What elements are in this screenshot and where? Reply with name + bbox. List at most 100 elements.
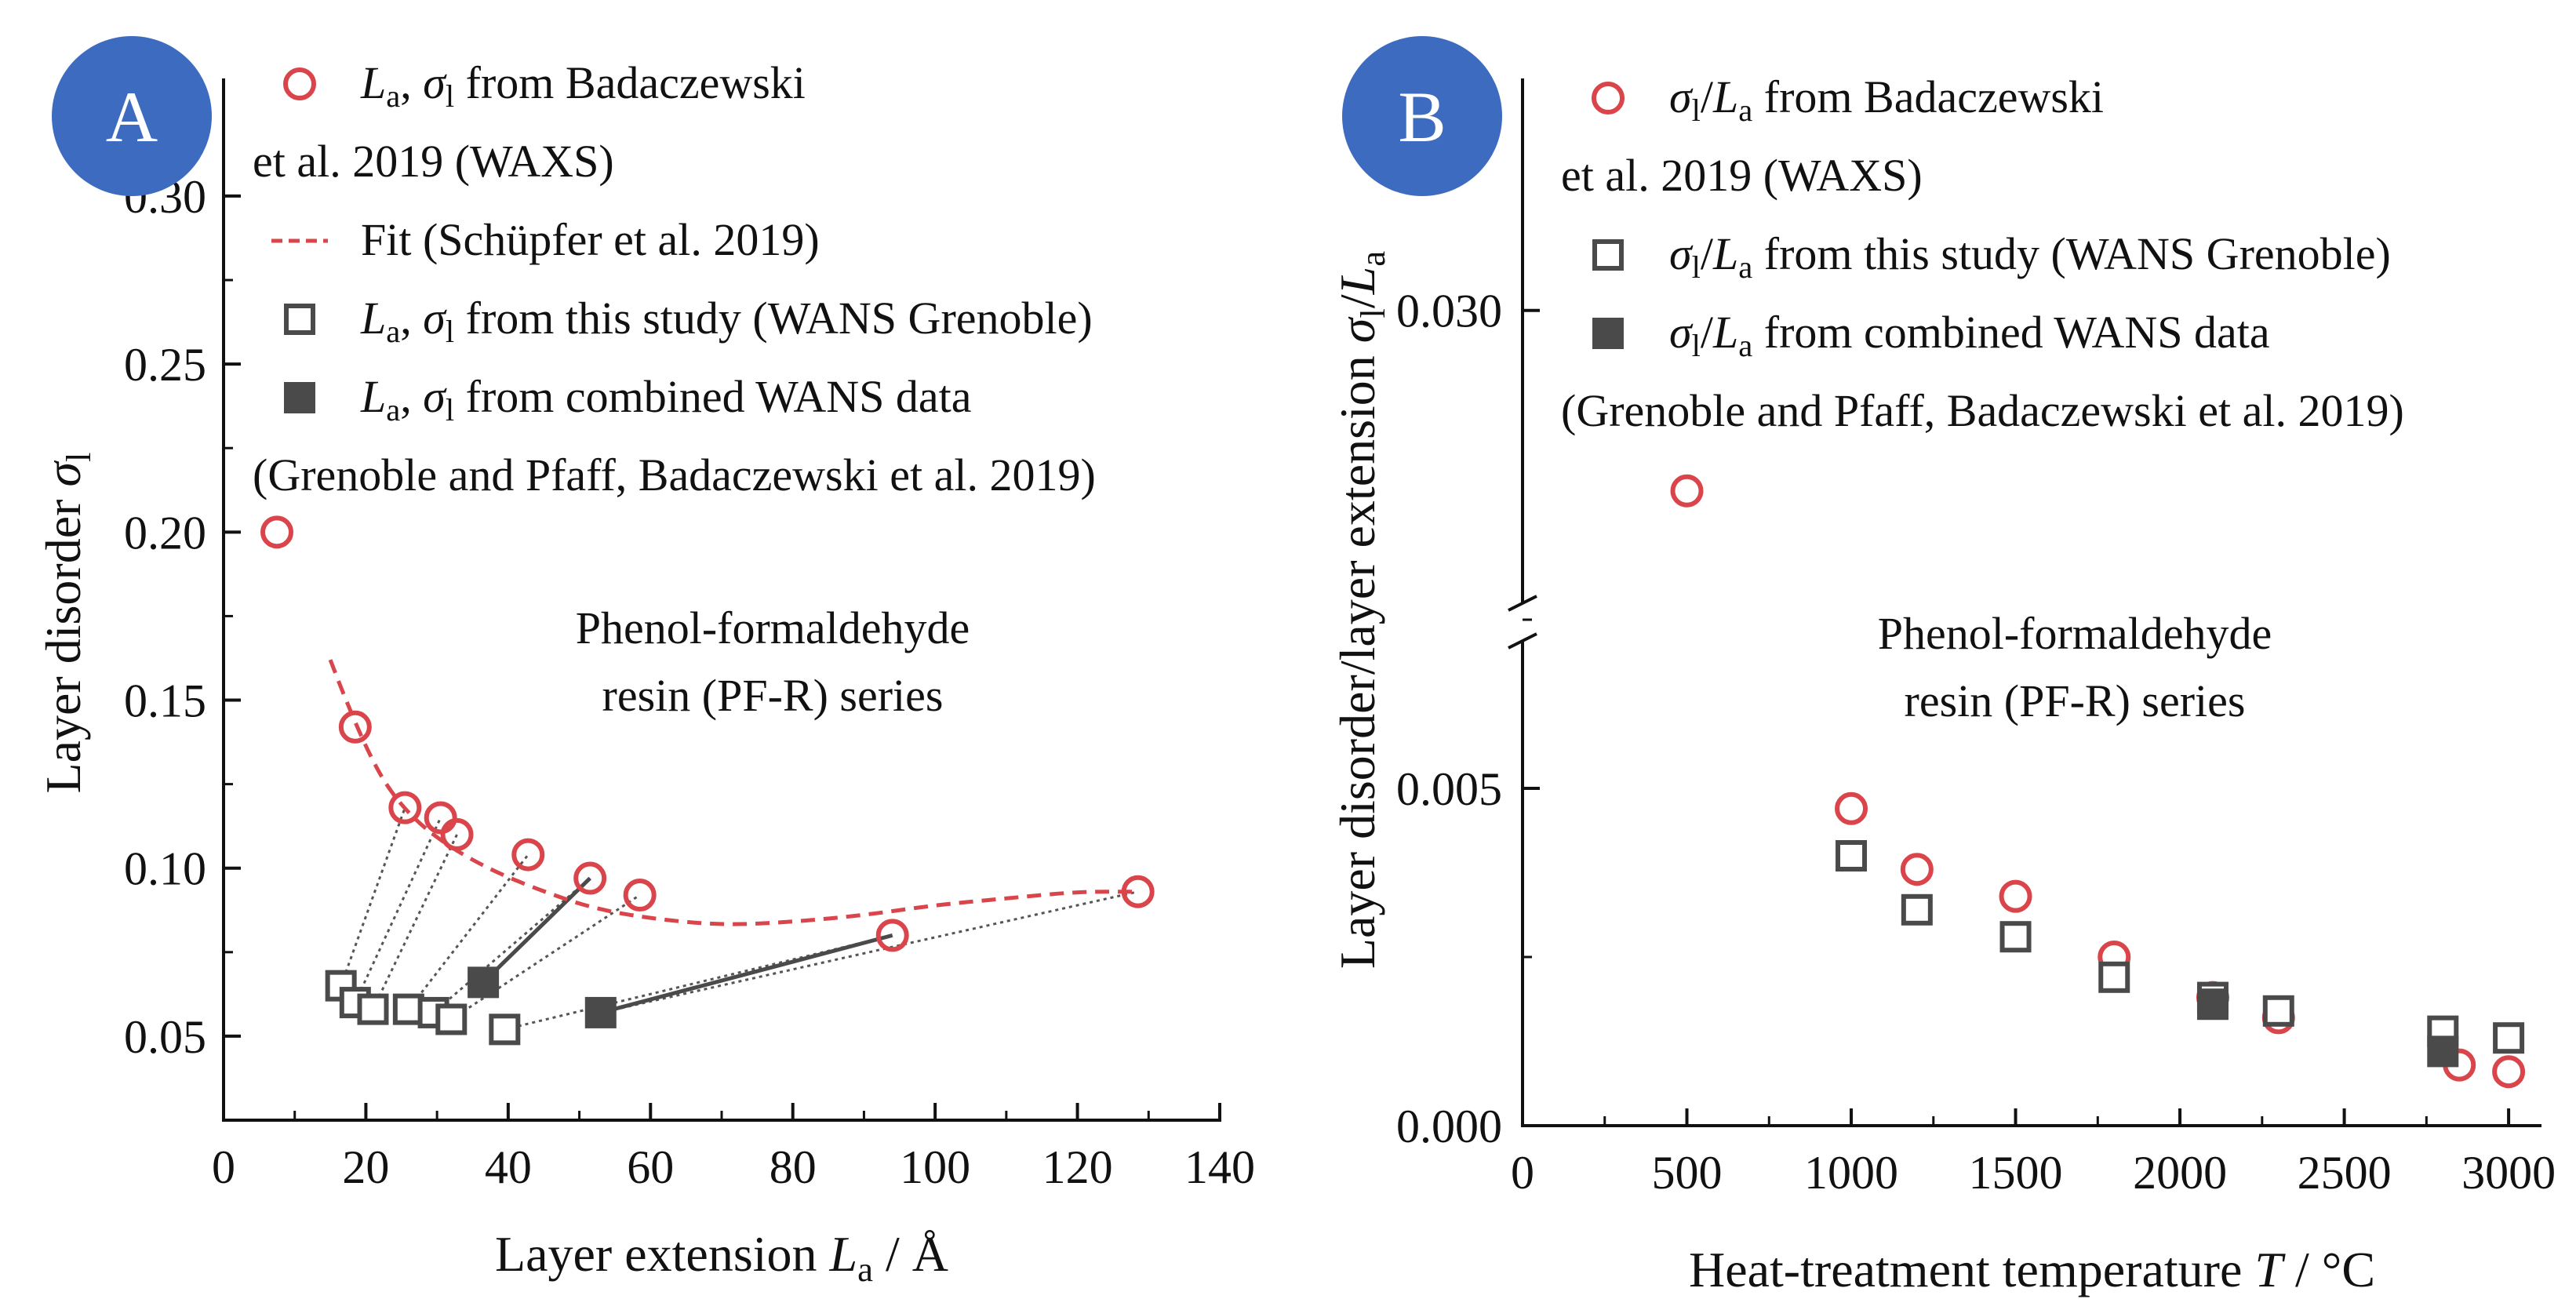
panel-a-y-label-text: Layer disorder <box>35 487 91 794</box>
panel-a-legend-text-0-0-0: L <box>360 57 386 108</box>
panel-a-legend-entry-0-line-1: et al. 2019 (WAXS) <box>253 136 614 187</box>
panel-a-x-tick-label: 120 <box>1042 1141 1113 1193</box>
panel-a-legend-marker-square-open <box>284 304 315 335</box>
panel-b-point-square-filled <box>2196 988 2229 1021</box>
panel-b-point-circle <box>1835 791 1868 825</box>
panel-b-y-tick-label: 0.005 <box>1396 763 1502 815</box>
panel-b-legend-text-1-0-5: from this study (WANS Grenoble) <box>1752 228 2391 279</box>
panel-a-x-label: Layer extension La / Å <box>495 1226 948 1289</box>
panel-b-point-square-filled <box>2427 1035 2459 1068</box>
panel-a-legend-text-0-1-0: et al. 2019 (WAXS) <box>253 136 614 187</box>
panel-a-x-tick-label: 60 <box>627 1141 674 1193</box>
panel-a-legend-text-0-0-3: σ <box>423 57 447 108</box>
panel-a-legend-entry-3-line-1: (Grenoble and Pfaff, Badaczewski et al. … <box>253 449 1096 500</box>
panel-a-chart: 0 20 40 60 80 100 120 1400.050.100.150.200.250.… <box>35 36 1255 1289</box>
panel-b-legend-text-0-0-1: l <box>1692 93 1701 128</box>
panel-a-legend-text-3-0-1: a <box>386 392 400 428</box>
panel-a-x-tick-label: 80 <box>770 1141 817 1193</box>
panel-b-x-tick-label: 3000 <box>2461 1147 2556 1199</box>
panel-b-legend-text-2-0-4: a <box>1738 328 1752 363</box>
panel-a-connector-line <box>432 877 591 1014</box>
panel-b-legend-text-0-0-0: σ <box>1669 71 1694 122</box>
panel-b-break-mark <box>1508 632 1537 650</box>
panel-b-legend-text-1-0-0: σ <box>1669 228 1694 279</box>
panel-b-chart: 0 500 1000 1500 2000 2500 30000.0000.0050.030 … <box>1330 36 2556 1297</box>
panel-a-legend-text-2-0-3: σ <box>423 293 447 344</box>
panel-a-legend-text-2-0-2: , <box>400 293 423 344</box>
panel-a-connector-line <box>340 807 406 987</box>
panel-a-x-tick-label: 40 <box>485 1141 532 1193</box>
panel-a-point-circle <box>260 515 294 549</box>
panel-a-legend-entry-3-line-0: La, σl from combined WANS data <box>360 371 972 428</box>
panel-a-point-circle <box>440 817 474 851</box>
panel-a-x-label-unit: / Å <box>873 1226 948 1282</box>
panel-b-legend-entry-0-line-0: σl/La from Badaczewski <box>1669 71 2104 128</box>
panel-a-point-circle <box>424 801 457 835</box>
panel-b-legend-text-1-0-3: L <box>1712 228 1738 279</box>
panel-b-x-label-unit: / °C <box>2283 1242 2375 1297</box>
panel-b-x-tick-label: 0 <box>1511 1147 1534 1199</box>
panel-a-legend-marker-square-filled <box>284 382 315 413</box>
panel-a-point-square-open <box>357 993 389 1025</box>
panel-b-annotation: Phenol-formaldehyde resin (PF-R) series <box>1878 608 2272 726</box>
panel-b-legend-text-2-1-0: (Grenoble and Pfaff, Badaczewski et al. … <box>1561 385 2404 436</box>
panel-a-badge-letter: A <box>106 77 158 157</box>
panel-b-legend-text-2-0-2: / <box>1701 307 1714 358</box>
panel-b-legend-text-0-0-5: from Badaczewski <box>1752 71 2104 122</box>
panel-a-x-tick-label: 100 <box>900 1141 970 1193</box>
panel-b-y-tick-label: 0.000 <box>1396 1101 1502 1152</box>
panel-b-legend-text-0-0-4: a <box>1738 93 1752 128</box>
panel-a-legend-text-1-0-0: Fit (Schüpfer et al. 2019) <box>361 214 820 265</box>
panel-b-legend-entry-2-line-0: σl/La from combined WANS data <box>1669 307 2270 363</box>
panel-a-legend-text-0-0-5: from Badaczewski <box>454 57 806 108</box>
panel-b-legend-marker-circle <box>1592 82 1625 115</box>
panel-a-legend-text-3-1-0: (Grenoble and Pfaff, Badaczewski et al. … <box>253 449 1096 500</box>
panel-a-y-tick-label: 0.20 <box>124 507 206 559</box>
panel-b-x-tick-label: 1500 <box>1969 1147 2063 1199</box>
panel-b-y-label-text: Layer disorder/layer extension <box>1330 343 1385 969</box>
panel-a-y-label-subscript: l <box>59 453 98 462</box>
panel-b-point-circle <box>1900 853 1934 886</box>
panel-a-legend-entry-2-line-0: La, σl from this study (WANS Grenoble) <box>360 293 1093 349</box>
panel-b-point-square-open <box>1999 921 2032 953</box>
panel-b-point-square-open <box>1901 893 1933 926</box>
panel-a-legend-entry-1-line-0: Fit (Schüpfer et al. 2019) <box>361 214 820 265</box>
panel-a-connector-line <box>407 853 529 1010</box>
panel-a-legend-text-3-0-2: , <box>400 371 423 422</box>
panel-b-legend-text-0-0-3: L <box>1712 71 1738 122</box>
panel-a-x-label-subscript: a <box>857 1250 873 1289</box>
panel-b-legend-text-2-0-1: l <box>1692 328 1701 363</box>
panel-a-x-tick-label: 20 <box>342 1141 389 1193</box>
panel-b-markers <box>1670 474 2526 1089</box>
panel-b-axis-break <box>1508 595 1537 650</box>
panel-b-legend-text-2-0-3: L <box>1712 307 1738 358</box>
panel-a-point-circle <box>1121 875 1155 908</box>
panel-b-y-label-subscript-2: a <box>1353 251 1392 267</box>
panel-b-x-tick-label: 1000 <box>1804 1147 1898 1199</box>
panel-b-point-circle <box>1670 474 1704 508</box>
panel-a-y-tick-label: 0.15 <box>124 675 206 727</box>
panel-b-legend-entry-2-line-1: (Grenoble and Pfaff, Badaczewski et al. … <box>1561 385 2404 436</box>
panel-a-connectors <box>340 807 1139 1031</box>
panel-a-connector-line <box>450 893 641 1021</box>
panel-a-combined-link <box>600 933 893 1015</box>
panel-b-annotation-line: Phenol-formaldehyde <box>1878 608 2272 659</box>
panel-a-point-square-filled <box>468 966 500 999</box>
panel-a-legend-text-3-0-0: L <box>360 371 386 422</box>
panel-a-legend-text-0-0-4: l <box>446 78 454 114</box>
panel-a-legend-text-3-0-4: l <box>446 392 454 428</box>
panel-b-x-tick-label: 2000 <box>2133 1147 2227 1199</box>
panel-a-point-square-open <box>489 1013 521 1046</box>
panel-b-ticks: 0 500 1000 1500 2000 2500 3000 0.000 0.005 0.030 <box>1396 286 2556 1199</box>
panel-b-break-mark <box>1508 595 1537 612</box>
panel-a-legend-entry-0-line-0: La, σl from Badaczewski <box>360 57 806 114</box>
panel-a-point-circle <box>875 919 909 952</box>
panel-b-y-label-symbol: σ <box>1330 316 1385 343</box>
panel-b-y-label: Layer disorder/layer extension σl/La <box>1330 251 1392 969</box>
panel-a-legend-text-3-0-5: from combined WANS data <box>454 371 971 422</box>
panel-b-point-square-open <box>1836 840 1868 872</box>
panel-a-connector-line <box>354 817 442 1003</box>
panel-a-annotation-line: Phenol-formaldehyde <box>576 602 970 653</box>
panel-a-badge-circle <box>52 36 212 196</box>
